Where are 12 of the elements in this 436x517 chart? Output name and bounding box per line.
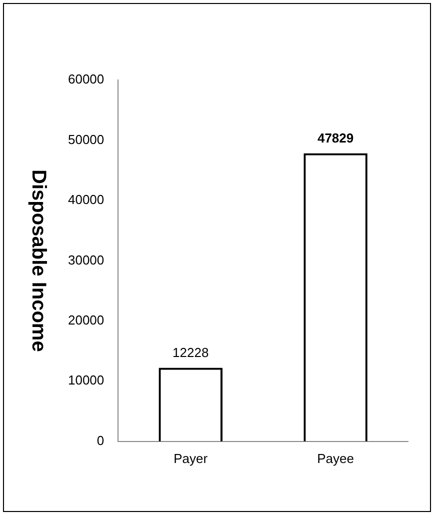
data-label: 47829 [317, 130, 354, 146]
y-tick-label: 30000 [68, 252, 104, 268]
x-tick-label: Payee [317, 450, 354, 466]
y-tick-label: 40000 [68, 192, 104, 208]
y-tick-label: 20000 [68, 312, 104, 328]
data-label: 12228 [172, 344, 209, 360]
y-tick-label: 60000 [68, 72, 104, 87]
y-tick-label: 10000 [68, 372, 104, 388]
y-tick-label: 0 [96, 432, 104, 448]
y-tick-label: 50000 [68, 132, 104, 147]
x-tick-label: Payer [174, 450, 208, 466]
y-axis-title: Disposable Income [27, 170, 50, 352]
